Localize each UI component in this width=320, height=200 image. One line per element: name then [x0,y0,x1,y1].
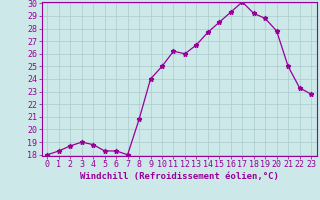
X-axis label: Windchill (Refroidissement éolien,°C): Windchill (Refroidissement éolien,°C) [80,172,279,181]
